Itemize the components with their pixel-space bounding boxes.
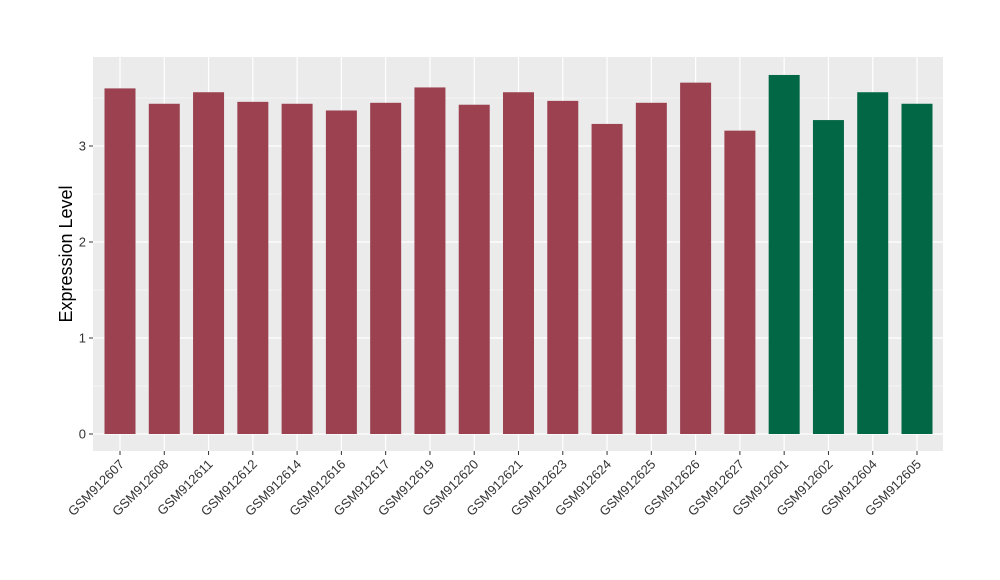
bar-GSM912607 (104, 88, 136, 435)
bar-GSM912617 (370, 102, 402, 435)
y-tick-label: 1 (79, 331, 86, 346)
bar-GSM912627 (724, 130, 756, 434)
y-axis-title: Expression Level (56, 185, 76, 322)
bar-GSM912624 (591, 123, 623, 435)
bar-GSM912623 (547, 100, 579, 434)
bar-GSM912621 (503, 92, 534, 435)
bar-GSM912608 (148, 103, 180, 434)
bars-layer (104, 74, 933, 435)
bar-GSM912611 (193, 92, 225, 435)
bar-GSM912625 (635, 102, 667, 435)
bar-GSM912626 (680, 82, 712, 434)
y-tick-label: 2 (79, 235, 86, 250)
bar-GSM912616 (325, 110, 357, 434)
bar-GSM912619 (414, 87, 446, 434)
bar-GSM912605 (901, 103, 933, 434)
bar-GSM912620 (458, 104, 490, 434)
bar-GSM912604 (857, 92, 889, 435)
bar-GSM912601 (768, 74, 800, 435)
bar-GSM912612 (237, 101, 269, 434)
bar-GSM912602 (812, 120, 844, 434)
y-tick-label: 0 (79, 427, 86, 442)
y-tick-label: 3 (79, 139, 86, 154)
bar-GSM912614 (281, 103, 313, 434)
y-axis: 0 1 2 3 (79, 139, 93, 442)
x-axis: GSM912607GSM912608GSM912611GSM912612GSM9… (65, 451, 924, 519)
